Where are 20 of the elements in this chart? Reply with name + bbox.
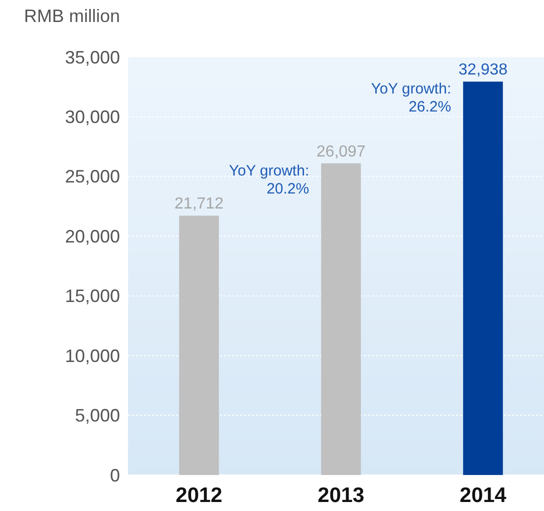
data-label: 26,097 (316, 143, 366, 160)
y-tick-label: 0 (110, 465, 120, 486)
y-tick-label: 10,000 (64, 346, 120, 366)
y-axis-title: RMB million (24, 6, 120, 26)
bar (463, 82, 503, 475)
data-label: 32,938 (458, 62, 508, 79)
y-tick-label: 35,000 (64, 47, 120, 68)
y-tick-label: 30,000 (64, 107, 120, 128)
y-tick-label: 15,000 (64, 286, 120, 306)
annotation: YoY growth: 20.2% (229, 162, 310, 198)
x-tick-label: 2012 (176, 484, 222, 507)
x-tick-label: 2013 (318, 484, 364, 507)
y-tick-label: 25,000 (64, 166, 120, 187)
x-tick-label: 2014 (460, 484, 507, 507)
y-tick-label: 20,000 (64, 226, 120, 246)
bar (179, 216, 219, 475)
data-label: 21,712 (174, 196, 224, 213)
bar (321, 163, 361, 475)
annotation: YoY growth: 26.2% (371, 80, 452, 116)
y-tick-label: 5,000 (74, 406, 120, 426)
